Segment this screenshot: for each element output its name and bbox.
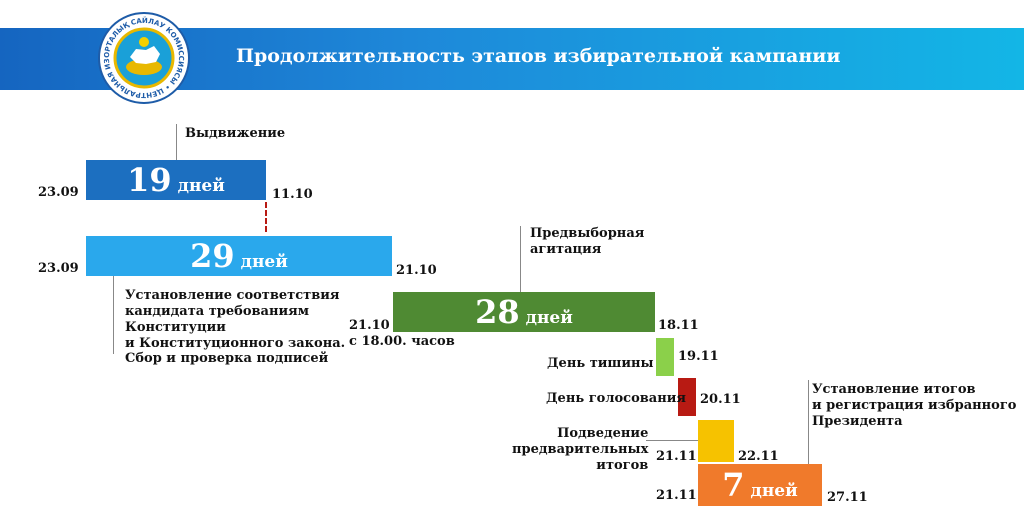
results-label: Установление итогов и регистрация избран… [812,382,1017,429]
registration-days: 29 [190,237,235,275]
campaign-start-note: с 18.00. часов [349,334,455,349]
nomination-bar: 19 дней [86,160,266,200]
registration-unit: дней [240,252,288,272]
voting-label: День голосования [546,391,686,406]
results-end-date: 27.11 [827,490,868,505]
registration-start-date: 23.09 [38,261,79,276]
results-days: 7 [722,466,745,504]
preliminary-bar [698,420,734,462]
results-bar: 7 дней [698,464,822,506]
campaign-label: Предвыборная агитация [530,226,645,257]
nomination-days: 19 [127,161,172,199]
campaign-start-date: 21.10 [349,318,390,333]
campaign-unit: дней [525,308,573,328]
page-title: Продолжительность этапов избирательной к… [236,45,841,67]
preliminary-connector [646,440,698,441]
results-start-date: 21.11 [656,488,697,503]
preliminary-label: Подведение предварительных итогов [512,426,649,473]
results-connector [808,380,809,464]
results-unit: дней [750,481,798,501]
nomination-dashed-link [265,202,267,232]
silence-bar [656,338,674,376]
campaign-connector [520,226,521,292]
emblem-icon: ОРТАЛЫҚ САЙЛАУ КОМИССИЯСЫ • ЦЕНТРАЛЬНАЯ … [95,6,190,104]
preliminary-end-date: 22.11 [738,449,779,464]
preliminary-start-date: 21.11 [656,449,697,464]
registration-bar: 29 дней [86,236,392,276]
registration-connector [113,276,114,354]
silence-label: День тишины [547,356,654,371]
campaign-bar: 28 дней [393,292,655,332]
nomination-start-date: 23.09 [38,185,79,200]
nomination-unit: дней [177,176,225,196]
nomination-connector [176,124,177,160]
silence-end-date: 19.11 [678,349,719,364]
campaign-end-date: 18.11 [658,318,699,333]
nomination-label: Выдвижение [185,126,286,141]
registration-end-date: 21.10 [396,263,437,278]
voting-bar [678,378,696,416]
voting-end-date: 20.11 [700,392,741,407]
registration-description: Установление соответствия кандидата треб… [125,288,346,367]
nomination-end-date: 11.10 [272,187,313,202]
campaign-days: 28 [475,293,520,331]
